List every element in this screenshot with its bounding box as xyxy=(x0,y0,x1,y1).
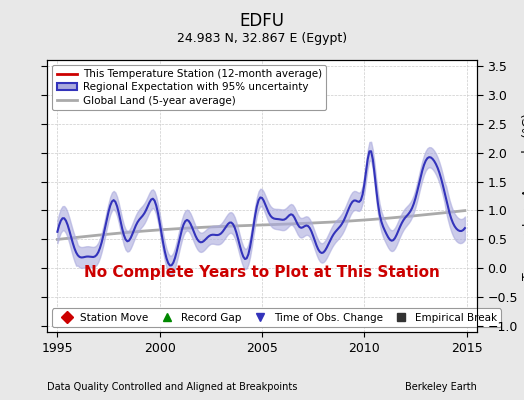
Text: Berkeley Earth: Berkeley Earth xyxy=(405,382,477,392)
Legend: Station Move, Record Gap, Time of Obs. Change, Empirical Break: Station Move, Record Gap, Time of Obs. C… xyxy=(52,308,501,327)
Y-axis label: Temperature Anomaly (°C): Temperature Anomaly (°C) xyxy=(522,112,524,280)
Text: 24.983 N, 32.867 E (Egypt): 24.983 N, 32.867 E (Egypt) xyxy=(177,32,347,45)
Text: EDFU: EDFU xyxy=(239,12,285,30)
Text: No Complete Years to Plot at This Station: No Complete Years to Plot at This Statio… xyxy=(84,265,440,280)
Text: Data Quality Controlled and Aligned at Breakpoints: Data Quality Controlled and Aligned at B… xyxy=(47,382,298,392)
